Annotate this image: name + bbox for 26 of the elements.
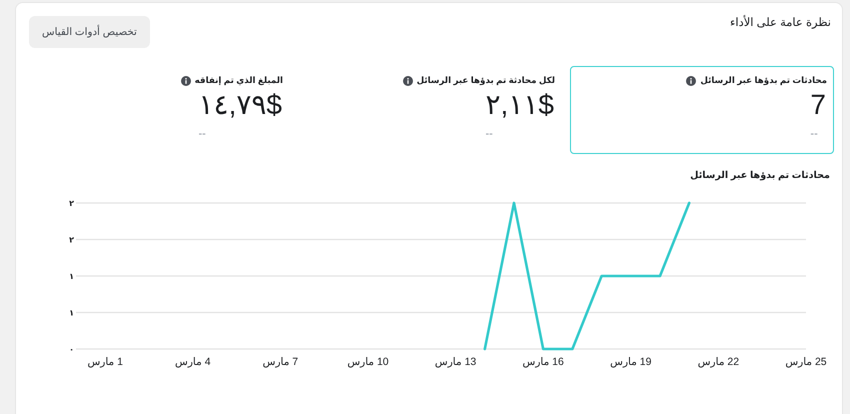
text: نظرة عامة على الأداء	[730, 15, 831, 29]
text: ٢,١١$	[486, 89, 554, 120]
x-tick-label: 13 مارس	[434, 356, 476, 368]
x-tick-label: 25 مارس	[785, 356, 827, 368]
y-tick-label: ٢	[69, 198, 74, 208]
y-tick-label: ٠	[69, 344, 74, 354]
y-tick-label: ١	[69, 272, 74, 281]
x-tick-label: 4 مارس	[175, 356, 211, 368]
category-label: لكل محادثة تم بدؤها عبر الرسائل	[416, 75, 555, 86]
x-tick-label: 16 مارس	[522, 356, 564, 368]
button: تخصيص أدوات القياس	[29, 16, 150, 48]
x-tick-label: 19 مارس	[610, 356, 652, 368]
category-label: المبلغ الذي تم إنفاقه	[194, 75, 283, 86]
text: ١٤,٧٩$	[198, 89, 282, 120]
y-tick-label: ١	[69, 308, 74, 318]
chart-title: محادثات تم بدؤها عبر الرسائل	[690, 170, 830, 181]
text: --	[198, 128, 206, 141]
x-tick-label: 1 مارس	[87, 356, 124, 368]
x-tick-label: 7 مارس	[262, 356, 298, 368]
x-tick-label: 22 مارس	[698, 356, 740, 368]
category-label: محادثات تم بدؤها عبر الرسائل	[700, 75, 827, 86]
y-tick-label: ٢	[69, 235, 74, 244]
text: 7	[810, 89, 826, 120]
x-tick-label: 10 مارس	[347, 356, 389, 368]
text: --	[810, 128, 818, 141]
text: --	[486, 128, 493, 141]
